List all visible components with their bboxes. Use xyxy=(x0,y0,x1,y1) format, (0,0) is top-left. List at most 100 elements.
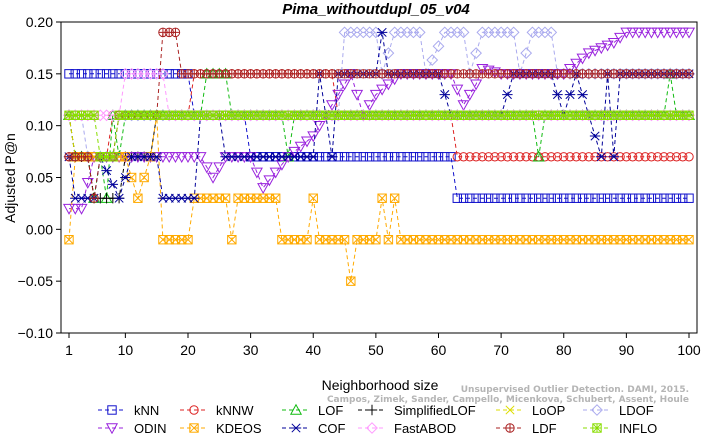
legend-marker-INFLO xyxy=(592,423,602,433)
data-point-KDEOS xyxy=(533,235,544,245)
data-point-INFLO xyxy=(471,110,481,120)
data-point-kNN xyxy=(508,193,519,203)
data-point-ODIN xyxy=(376,84,389,96)
data-point-kNNW xyxy=(559,152,569,162)
data-point-kNNW xyxy=(527,152,538,162)
data-point-INFLO xyxy=(440,110,450,120)
data-point-ODIN xyxy=(332,89,345,101)
data-point-KDEOS xyxy=(415,235,425,245)
data-point-KDEOS xyxy=(678,235,688,245)
data-point-kNN xyxy=(584,193,594,203)
data-point-kNN xyxy=(508,193,519,203)
data-point-COF xyxy=(308,152,319,162)
data-point-kNN xyxy=(346,152,356,162)
data-point-COF xyxy=(589,131,601,141)
data-point-kNN xyxy=(164,69,174,79)
data-point-kNNW xyxy=(665,152,675,162)
data-point-kNN xyxy=(415,152,425,162)
data-point-KDEOS xyxy=(270,193,281,203)
data-point-KDEOS xyxy=(596,235,607,245)
data-point-kNNW xyxy=(627,152,638,162)
data-point-INFLO xyxy=(202,110,212,120)
data-point-ODIN xyxy=(369,89,382,101)
data-point-FastABOD xyxy=(683,109,695,122)
data-point-INFLO xyxy=(390,110,400,120)
data-point-kNNW xyxy=(483,152,494,162)
data-point-INFLO xyxy=(671,110,682,120)
data-point-KDEOS xyxy=(264,193,275,203)
y-axis-label: Adjusted P@n xyxy=(2,133,18,223)
data-point-ODIN xyxy=(163,152,176,163)
legend-marker-kNNW xyxy=(189,405,199,415)
data-point-INFLO xyxy=(227,110,237,120)
data-point-COF xyxy=(189,193,200,203)
data-point-INFLO xyxy=(120,110,130,120)
data-point-kNN xyxy=(540,193,550,203)
data-point-LDOF xyxy=(470,47,482,60)
data-point-KDEOS xyxy=(283,235,293,245)
data-point-kNN xyxy=(465,193,475,203)
data-point-ODIN xyxy=(626,27,639,39)
data-point-kNN xyxy=(665,193,675,203)
data-point-KDEOS xyxy=(571,235,581,245)
data-point-INFLO xyxy=(95,152,105,162)
data-point-LDF xyxy=(89,193,99,203)
data-point-KDEOS xyxy=(508,235,519,245)
data-point-ODIN xyxy=(81,177,94,189)
data-point-ODIN xyxy=(463,89,476,101)
data-point-kNN xyxy=(458,193,469,203)
data-point-kNN xyxy=(415,152,425,162)
data-point-INFLO xyxy=(127,110,137,120)
data-point-KDEOS xyxy=(389,193,400,203)
data-point-kNN xyxy=(396,152,406,162)
data-point-kNN xyxy=(427,152,437,162)
data-point-LDF xyxy=(83,152,92,161)
legend-label: KDEOS xyxy=(216,421,262,434)
data-point-ODIN xyxy=(595,43,608,55)
data-point-INFLO xyxy=(233,110,243,120)
series-layer xyxy=(62,26,696,286)
data-point-kNNW xyxy=(571,152,581,162)
data-point-ODIN xyxy=(620,27,633,39)
data-point-ODIN xyxy=(645,27,658,39)
data-point-INFLO xyxy=(164,110,174,120)
data-point-kNNW xyxy=(559,152,569,162)
data-point-kNN xyxy=(496,193,506,203)
data-point-INFLO xyxy=(177,110,187,120)
data-point-kNN xyxy=(634,193,644,203)
data-point-COF xyxy=(608,152,620,162)
data-point-kNN xyxy=(652,193,663,203)
data-point-kNN xyxy=(465,193,475,203)
data-point-INFLO xyxy=(515,110,525,120)
data-point-kNN xyxy=(559,193,569,203)
data-point-KDEOS xyxy=(684,235,694,245)
legend-marker-kNN xyxy=(107,405,117,415)
data-point-kNN xyxy=(95,69,106,79)
data-point-INFLO xyxy=(427,110,437,120)
data-point-kNN xyxy=(609,193,619,203)
legend-label: INFLO xyxy=(619,421,657,434)
data-point-KDEOS xyxy=(590,235,600,245)
data-point-KDEOS xyxy=(296,235,306,245)
y-tick-label: −0.10 xyxy=(18,325,54,341)
legend-marker-ODIN xyxy=(105,423,119,434)
data-point-kNN xyxy=(120,69,131,79)
data-point-ODIN xyxy=(382,79,395,91)
data-point-ODIN xyxy=(257,183,270,195)
data-point-ODIN xyxy=(670,27,683,39)
data-point-LOF xyxy=(532,150,545,162)
data-point-kNN xyxy=(652,193,663,203)
data-point-COF xyxy=(308,152,319,162)
data-point-KDEOS xyxy=(302,235,312,245)
data-point-INFLO xyxy=(221,110,231,120)
data-point-INFLO xyxy=(458,110,469,120)
data-point-kNN xyxy=(584,193,594,203)
data-point-KDEOS xyxy=(220,193,231,203)
data-point-kNN xyxy=(458,193,469,203)
data-point-ODIN xyxy=(194,152,207,163)
data-point-COF xyxy=(189,193,200,203)
data-point-kNN xyxy=(596,193,607,203)
data-point-KDEOS xyxy=(527,235,538,245)
data-point-INFLO xyxy=(546,110,556,120)
data-point-ODIN xyxy=(563,63,577,75)
